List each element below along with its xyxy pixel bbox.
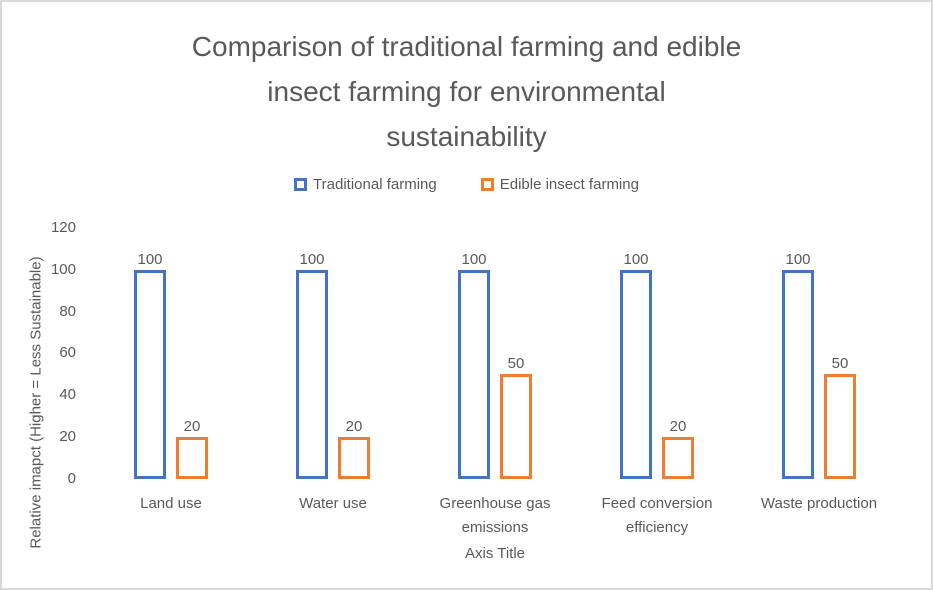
category-label: Waste production <box>760 495 878 512</box>
bar-value-label: 20 <box>669 418 687 435</box>
y-tick-label: 120 <box>50 219 76 236</box>
bar-value-label: 20 <box>345 418 363 435</box>
bar-value-label: 20 <box>183 418 201 435</box>
bar-pair: 100 20 <box>576 222 738 479</box>
bar: 100 <box>458 251 490 479</box>
category-label: Water use <box>299 495 367 512</box>
bar-group: 100 50 Greenhouse gas emissions <box>414 222 576 562</box>
y-tick-label: 100 <box>50 261 76 278</box>
bar: 100 <box>620 251 652 479</box>
bar-group: 100 50 Waste production <box>738 222 900 562</box>
category-label: Land use <box>140 495 202 512</box>
bar-value-label: 100 <box>137 251 163 268</box>
y-tick-label: 60 <box>59 344 76 361</box>
bar: 20 <box>176 418 208 479</box>
chart-title-line: sustainability <box>386 121 547 152</box>
legend-marker-icon <box>294 178 308 191</box>
bar: 20 <box>662 418 694 479</box>
y-tick-label: 80 <box>59 303 76 320</box>
y-tick-label: 0 <box>67 470 76 487</box>
bar: 100 <box>296 251 328 479</box>
bar-pair: 100 50 <box>738 222 900 479</box>
bar-group: 100 20 Water use <box>252 222 414 562</box>
bar-group: 100 20 Feed conversion efficiency <box>576 222 738 562</box>
bar-value-label: 50 <box>507 355 525 372</box>
legend-label: Traditional farming <box>313 176 437 193</box>
bar-pair: 100 50 <box>414 222 576 479</box>
chart-title: Comparison of traditional farming and ed… <box>2 24 931 159</box>
plot-area: 100 20 Land use 100 20 Water use 100 50 Greenhou… <box>90 222 900 562</box>
y-tick-label: 40 <box>59 386 76 403</box>
bar: 20 <box>338 418 370 479</box>
chart-legend: Traditional farming Edible insect farmin… <box>2 176 931 193</box>
bar-pair: 100 20 <box>252 222 414 479</box>
x-axis-title: Axis Title <box>464 545 525 562</box>
bar: 50 <box>500 355 532 479</box>
legend-item-edible-insect-farming: Edible insect farming <box>480 176 639 193</box>
bar: 50 <box>824 355 856 479</box>
bar-value-label: 100 <box>623 251 649 268</box>
bar-pair: 100 20 <box>90 222 252 479</box>
chart-title-line: insect farming for environmental <box>267 76 666 107</box>
bar-value-label: 50 <box>831 355 849 372</box>
bar-value-label: 100 <box>299 251 325 268</box>
bar-group: 100 20 Land use <box>90 222 252 562</box>
y-axis-ticks: 0 20 40 60 80 100 120 <box>2 2 82 588</box>
category-label: Greenhouse gas emissions <box>439 495 551 536</box>
legend-item-traditional-farming: Traditional farming <box>294 176 437 193</box>
y-tick-label: 20 <box>59 428 76 445</box>
category-label: Feed conversion efficiency <box>601 495 713 536</box>
bar: 100 <box>782 251 814 479</box>
legend-marker-icon <box>480 178 494 191</box>
bar: 100 <box>134 251 166 479</box>
bar-value-label: 100 <box>461 251 487 268</box>
legend-label: Edible insect farming <box>499 176 639 193</box>
chart-title-line: Comparison of traditional farming and ed… <box>191 31 742 62</box>
bar-value-label: 100 <box>785 251 811 268</box>
